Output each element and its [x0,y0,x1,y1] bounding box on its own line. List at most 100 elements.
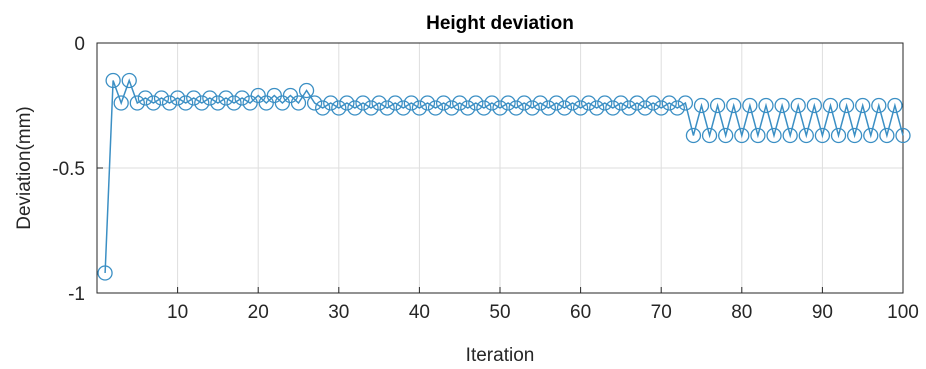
data-point-marker [669,100,685,116]
data-point-marker [621,100,637,116]
data-point-marker [548,95,565,111]
grid-lines [97,42,904,294]
data-point-marker [452,95,468,111]
data-point-marker [556,100,573,116]
data-point-marker [355,95,371,111]
data-point-marker [605,100,621,116]
data-point-marker [871,97,887,114]
data-point-marker [645,95,661,111]
x-axis: 10 20 30 40 50 60 70 80 90 100 [167,287,919,323]
data-point-marker [484,95,500,111]
x-tick-label: 100 [887,302,919,323]
data-point-marker [806,97,822,114]
data-point-marker [476,100,492,116]
data-point-marker [887,97,903,114]
data-point-marker [347,100,363,116]
x-tick-label: 40 [409,302,430,323]
data-point-marker [589,100,605,116]
x-tick-label: 90 [812,302,833,323]
data-point-marker [790,97,806,114]
data-point-marker [379,100,395,116]
data-point-marker [685,127,702,144]
x-tick-label: 10 [167,302,188,323]
data-point-marker [742,97,758,114]
data-point-marker [113,95,129,111]
data-point-marker [701,127,718,144]
data-point-marker [661,95,677,111]
data-point-marker [830,127,847,144]
data-point-marker [339,95,355,111]
data-point-marker [210,95,226,111]
data-point-marker [153,90,170,106]
data-point-marker [758,97,774,114]
y-tick-label: -0.5 [52,159,85,180]
data-point-marker [129,95,145,111]
data-point-marker [315,100,331,116]
data-point-marker [693,97,710,114]
data-point-marker [395,100,411,116]
data-point-marker [750,127,766,144]
data-point-marker [363,100,379,116]
data-point-marker [387,95,403,111]
data-point-marker [145,95,162,111]
data-point-marker [564,95,581,111]
data-point-marker [581,95,597,111]
x-tick-label: 70 [651,302,672,323]
x-tick-label: 30 [328,302,349,323]
data-point-marker [629,95,645,111]
x-tick-label: 60 [570,302,591,323]
data-point-marker [169,90,186,106]
data-point-marker [161,95,178,111]
data-point-marker [331,100,347,116]
data-point-marker [709,97,726,114]
data-point-marker [653,100,669,116]
data-point-marker [371,95,387,111]
data-point-marker [540,100,557,116]
data-point-marker [798,127,814,144]
data-point-marker [460,100,476,116]
data-point-marker [532,95,548,111]
data-point-marker [218,90,234,106]
data-point-marker [766,127,782,144]
data-point-marker [323,95,339,111]
data-point-marker [427,100,444,116]
data-point-marker [137,90,154,106]
data-point-marker [524,100,540,116]
data-point-marker [726,97,742,114]
data-point-marker [226,95,242,111]
data-point-marker [597,95,613,111]
x-tick-label: 80 [731,302,752,323]
data-point-marker [572,100,589,116]
data-point-marker [734,127,750,144]
data-point-marker [846,127,863,144]
x-axis-label: Iteration [466,345,535,366]
data-point-marker [855,97,871,114]
data-point-marker [298,82,315,99]
y-axis-label: Deviation(mm) [14,106,35,230]
data-point-marker [435,95,452,111]
data-point-marker [895,127,911,144]
data-point-marker [838,97,855,114]
data-point-marker [637,100,653,116]
data-point-marker [677,95,694,111]
chart-title: Height deviation [426,13,574,34]
data-point-marker [121,72,137,89]
data-point-marker [863,127,879,144]
x-tick-label: 20 [248,302,269,323]
data-point-marker [774,97,790,114]
data-point-marker [822,97,839,114]
data-point-marker [879,127,895,144]
data-point-marker [105,72,121,89]
data-point-marker [492,100,508,116]
data-point-marker [97,265,113,281]
data-point-marker [202,90,218,106]
data-point-marker [782,127,798,144]
data-point-marker [290,95,307,111]
x-tick-label: 50 [489,302,510,323]
data-point-marker [516,95,532,111]
data-point-marker [443,100,460,116]
y-tick-label: -1 [68,284,85,305]
data-point-marker [186,90,202,106]
data-point-marker [508,100,524,116]
